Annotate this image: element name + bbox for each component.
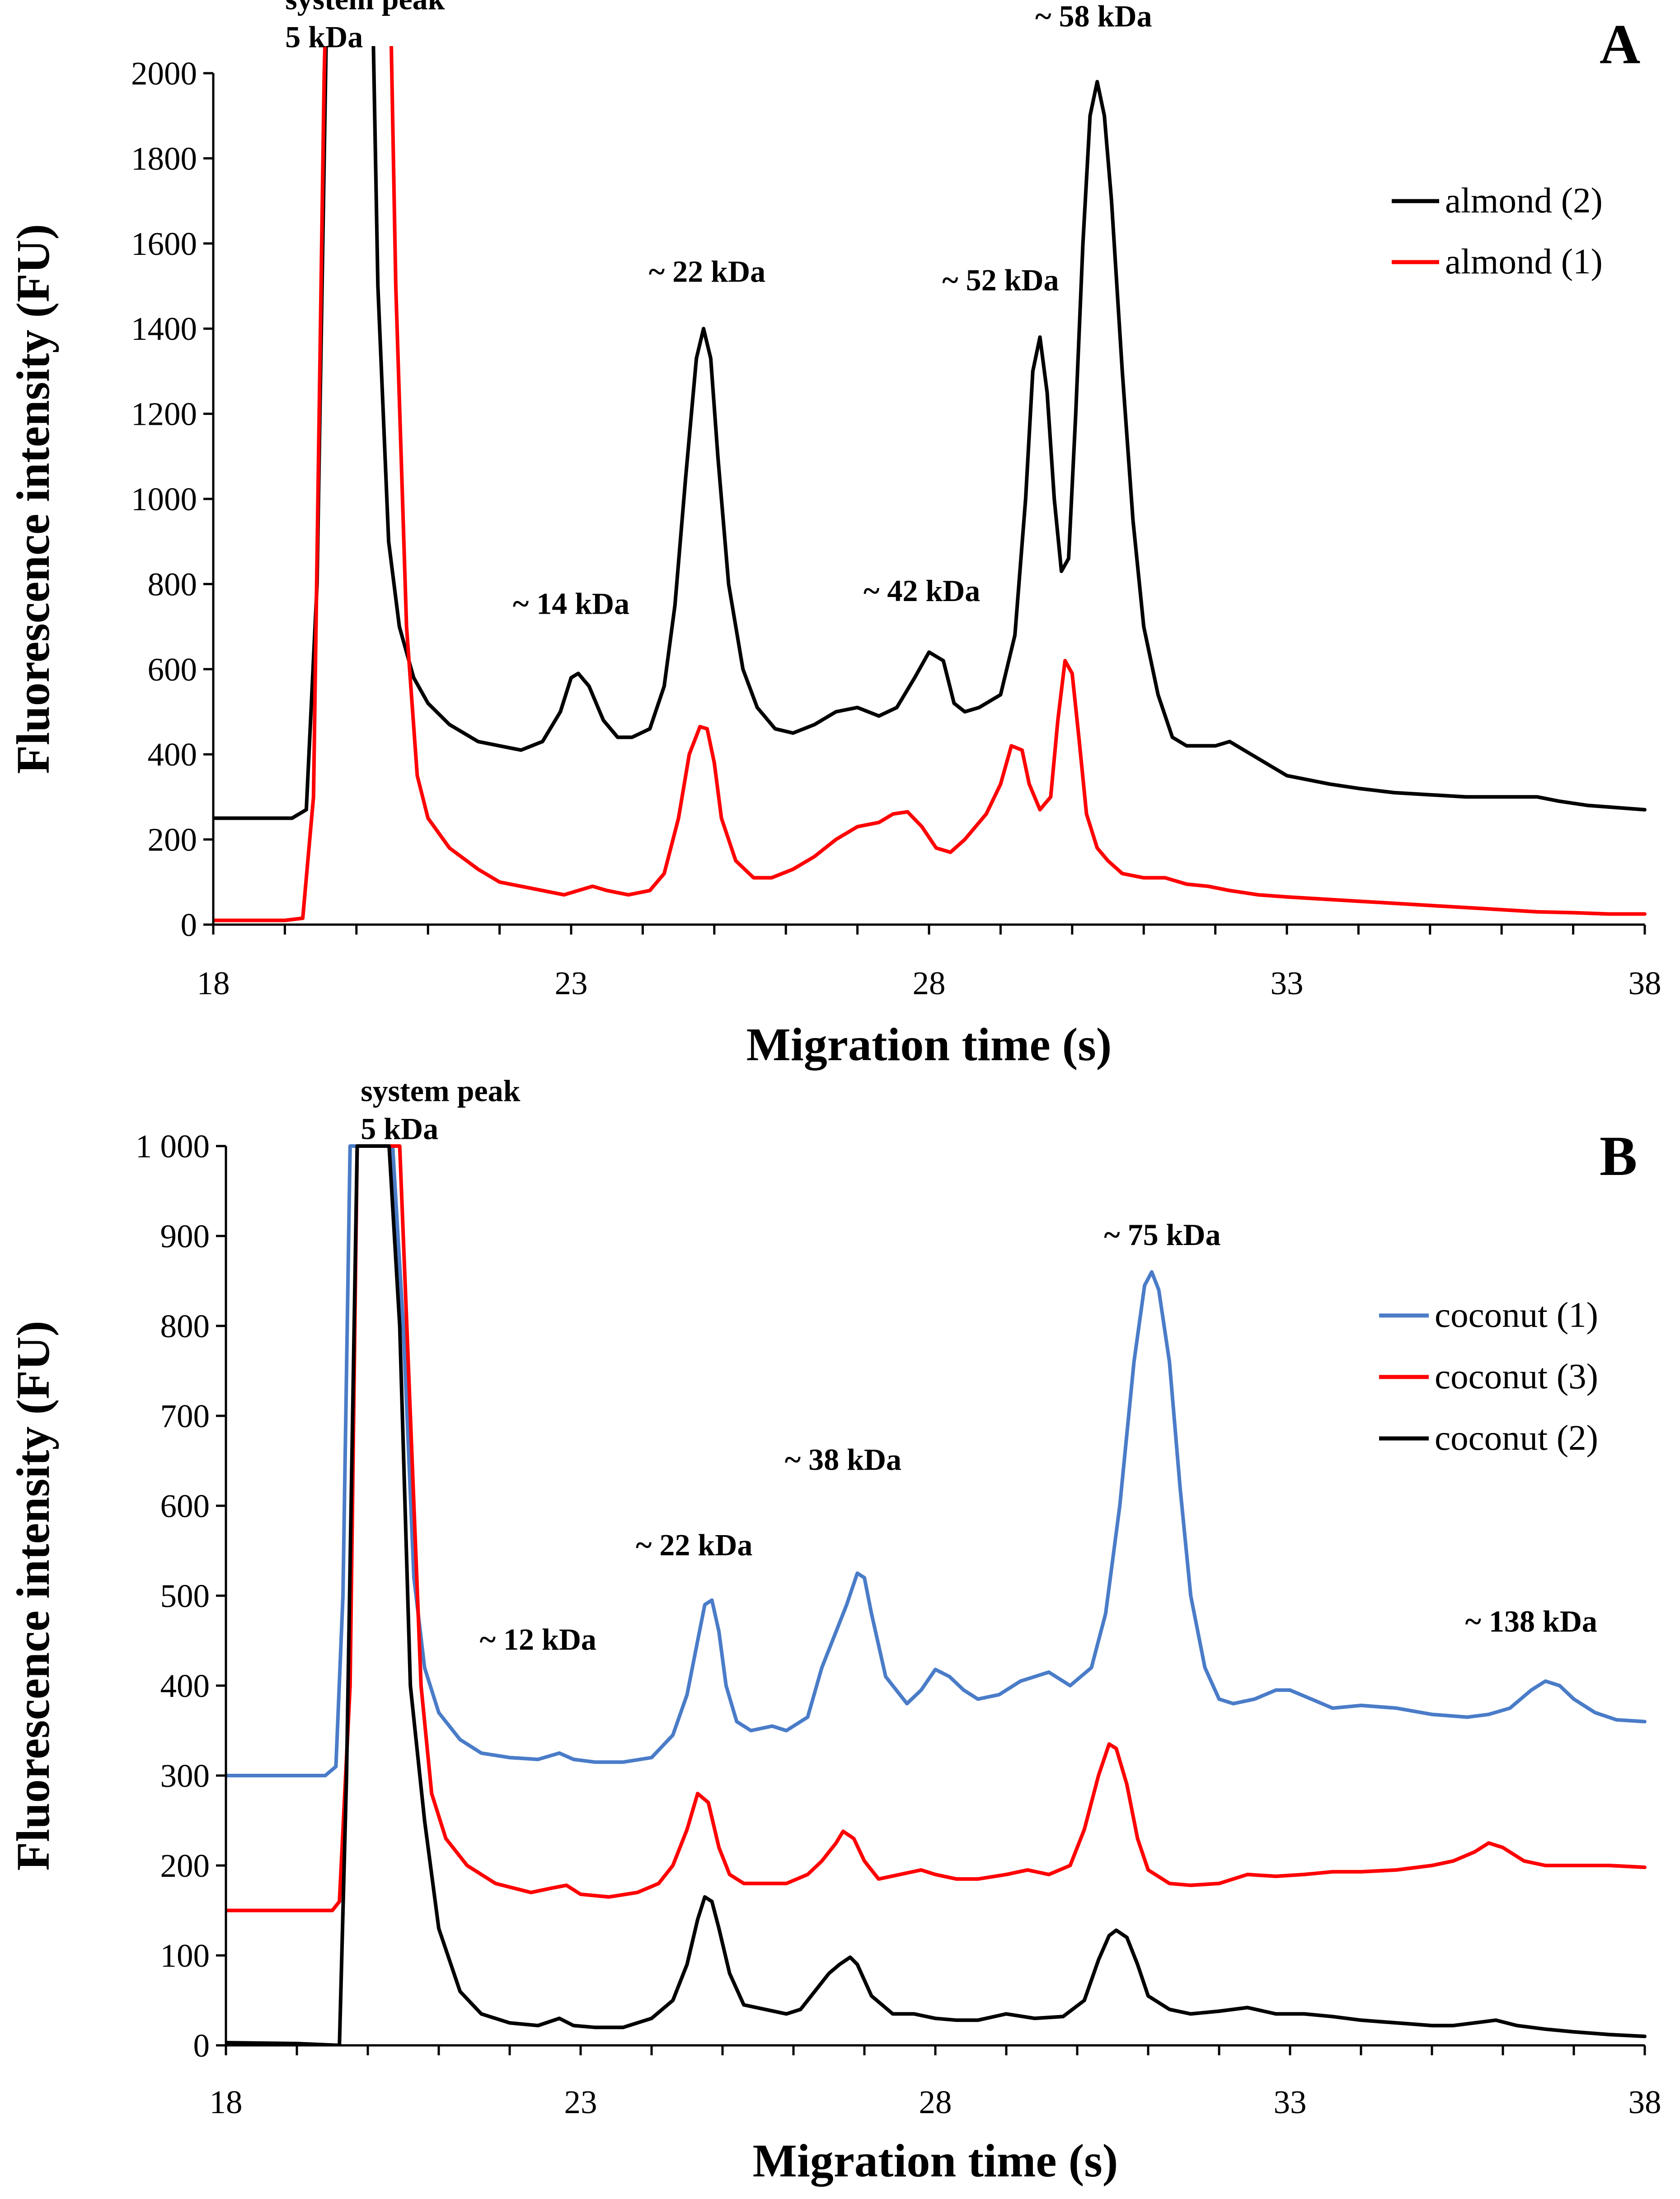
panel-b-y-tick-label: 100 (160, 1937, 210, 1974)
panel-b-y-tick-label: 900 (160, 1218, 210, 1255)
panel-a-y-tick-label: 600 (148, 651, 197, 688)
panel-b-peak-annotation: ~ 75 kDa (1104, 1217, 1220, 1252)
panel-b-x-tick-label: 18 (210, 2084, 243, 2120)
panel-a-x-axis-title: Migration time (s) (746, 1019, 1112, 1071)
panel-b-y-tick-label: 300 (160, 1757, 210, 1794)
panel-b-x-tick-label: 23 (564, 2084, 597, 2120)
panel-b-peak-annotation: ~ 38 kDa (785, 1442, 901, 1476)
panel-a-peak-annotation: ~ 22 kDa (649, 254, 765, 289)
panel-b-peak-annotation: ~ 12 kDa (480, 1622, 596, 1656)
panel-b-series-coconut-1 (226, 1144, 1647, 1777)
panel-a-x-tick-label: 18 (197, 965, 230, 1001)
panel-a-y-tick-label: 1800 (131, 140, 197, 177)
panel-a-y-tick-label: 0 (181, 907, 197, 943)
panel-b-x-axis-title: Migration time (s) (753, 2135, 1118, 2187)
panel-a-y-tick-label: 1600 (131, 226, 197, 262)
panel-a-legend-label: almond (2) (1445, 181, 1603, 221)
panel-b-legend: coconut (1) coconut (3) coconut (2) (1379, 1296, 1598, 1458)
panel-a-y-axis-title: Fluorescence intensity (FU) (7, 224, 59, 774)
panel-b-x-tick-label: 33 (1274, 2084, 1307, 2120)
panel-a-panel-letter: A (1600, 14, 1640, 76)
panel-b-y-tick-label: 700 (160, 1398, 210, 1434)
panel-a-legend-label: almond (1) (1445, 242, 1603, 282)
panel-b-legend-label: coconut (1) (1435, 1296, 1598, 1335)
panel-a-series-group (213, 46, 1647, 922)
panel-a-peak-annotation: ~ 58 kDa (1035, 0, 1152, 33)
panel-b-y-tick-label: 400 (160, 1668, 210, 1704)
panel-b-y-tick-label: 600 (160, 1488, 210, 1524)
panel-b-series-coconut-3 (226, 1144, 1647, 1912)
panel-a-x-tick-label: 28 (913, 965, 946, 1001)
panel-a-y-tick-label: 1200 (131, 396, 197, 432)
panel-a-legend: almond (2) almond (1) (1392, 181, 1603, 282)
panel-b-panel-letter: B (1600, 1125, 1637, 1188)
panel-b-x-tick-label: 38 (1628, 2084, 1661, 2120)
panel-b-series-coconut-2 (226, 1144, 1647, 2045)
panel-a-y-tick-label: 200 (148, 822, 197, 858)
panel-b-y-axis-title: Fluorescence intensity (FU) (7, 1321, 59, 1871)
panel-a-peak-annotation: ~ 42 kDa (863, 573, 980, 608)
panel-a-peak-annotation: ~ 14 kDa (513, 586, 629, 620)
panel-b-y-tick-label: 0 (193, 2027, 210, 2064)
panel-a-peak-annotation: ~ 52 kDa (942, 263, 1059, 297)
panel-a-series-almond-1 (213, 46, 1647, 922)
panel-a-y-tick-label: 400 (148, 736, 197, 773)
panel-b-y-tick-label: 200 (160, 1847, 210, 1884)
panel-a-y-tick-label: 2000 (131, 55, 197, 92)
panel-a-chart: 0 200 400 600 800 1000 1200 1400 1600 1800 2000 18 2… (7, 0, 1661, 1071)
panel-b-y-tick-label: 800 (160, 1308, 210, 1344)
panel-b-y-tick-label: 1 000 (136, 1128, 210, 1165)
panel-b-chart: 0 100 200 300 400 500 600 700 800 900 1 000 18 23 28 3… (7, 1074, 1661, 2187)
panel-a-x-tick-label: 38 (1628, 965, 1661, 1001)
panel-a-x-tick-label: 33 (1271, 965, 1304, 1001)
panel-a-y-tick-label: 800 (148, 566, 197, 602)
panel-b-y-tick-label: 500 (160, 1578, 210, 1614)
panel-b-peak-annotation: ~ 138 kDa (1465, 1604, 1597, 1639)
panel-a-y-tick-label: 1000 (131, 481, 197, 517)
panel-b-series-group (226, 1144, 1647, 2045)
panel-b-peak-annotation: ~ 22 kDa (636, 1527, 752, 1562)
panel-a-series-almond-2 (213, 46, 1647, 820)
panel-a-y-tick-label: 1400 (131, 310, 197, 347)
panel-b-legend-label: coconut (2) (1435, 1419, 1598, 1458)
panel-b-legend-label: coconut (3) (1435, 1357, 1598, 1396)
panel-a-x-tick-label: 23 (555, 965, 588, 1001)
panel-b-peak-annotation: system peak 5 kDa (361, 1074, 520, 1146)
panel-b-x-tick-label: 28 (919, 2084, 952, 2120)
